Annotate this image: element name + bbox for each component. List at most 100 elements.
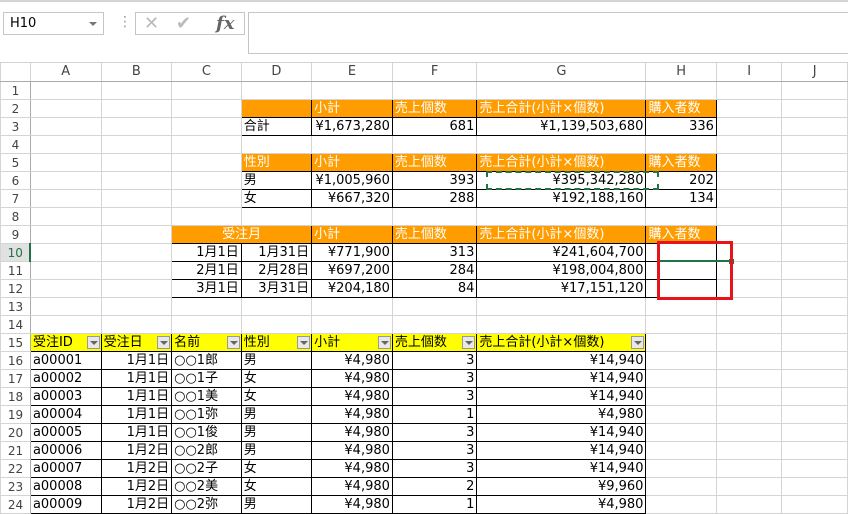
name-box[interactable]: H10: [3, 12, 104, 35]
cell-B5[interactable]: [100, 153, 173, 172]
cell-E10[interactable]: ¥771,900: [311, 243, 393, 262]
cell-E24[interactable]: ¥4,980: [311, 495, 393, 514]
cell-G7[interactable]: ¥192,188,160: [476, 189, 647, 208]
cell-I11[interactable]: [715, 261, 783, 280]
row-header-13[interactable]: 13: [0, 297, 31, 316]
cell-E8[interactable]: [311, 207, 393, 226]
row-header-8[interactable]: 8: [0, 207, 31, 226]
cell-E17[interactable]: ¥4,980: [311, 369, 393, 388]
cell-B12[interactable]: [100, 279, 173, 298]
cell-G12[interactable]: ¥17,151,120: [476, 279, 647, 298]
row-header-16[interactable]: 16: [0, 351, 31, 370]
cell-B4[interactable]: [100, 135, 173, 154]
cell-J20[interactable]: [781, 423, 848, 442]
cell-C4[interactable]: [171, 135, 242, 154]
cell-A24[interactable]: a00009: [29, 495, 102, 514]
cell-J15[interactable]: [781, 333, 848, 352]
cell-C15[interactable]: 名前: [171, 333, 242, 352]
column-header-B[interactable]: B: [100, 62, 173, 82]
cell-E3[interactable]: ¥1,673,280: [311, 117, 393, 136]
filter-dropdown-icon[interactable]: [226, 336, 240, 349]
cell-E5[interactable]: 小計: [311, 153, 393, 172]
cell-D21[interactable]: 男: [240, 441, 313, 460]
cell-F20[interactable]: 3: [391, 423, 478, 442]
chevron-down-icon[interactable]: [89, 22, 97, 26]
cell-D7[interactable]: 女: [240, 189, 313, 208]
cell-G5[interactable]: 売上合計(小計×個数): [476, 153, 647, 172]
cell-F11[interactable]: 284: [391, 261, 478, 280]
cell-C23[interactable]: ○○2美: [171, 477, 242, 496]
cell-I6[interactable]: [715, 171, 783, 190]
cell-I17[interactable]: [715, 369, 783, 388]
cell-C10[interactable]: 1月1日: [171, 243, 242, 262]
cell-A17[interactable]: a00002: [29, 369, 102, 388]
cell-G2[interactable]: 売上合計(小計×個数): [476, 99, 647, 118]
cell-H21[interactable]: [645, 441, 717, 460]
cell-C22[interactable]: ○○2子: [171, 459, 242, 478]
column-header-J[interactable]: J: [781, 62, 848, 82]
cell-F10[interactable]: 313: [391, 243, 478, 262]
cell-D15[interactable]: 性別: [240, 333, 313, 352]
cell-C9[interactable]: 受注月: [171, 225, 313, 244]
cell-C21[interactable]: ○○2郎: [171, 441, 242, 460]
cell-G16[interactable]: ¥14,940: [476, 351, 647, 370]
cell-C16[interactable]: ○○1郎: [171, 351, 242, 370]
cell-C3[interactable]: [171, 117, 242, 136]
cell-D4[interactable]: [240, 135, 313, 154]
cell-H19[interactable]: [645, 405, 717, 424]
cell-A10[interactable]: [29, 243, 102, 262]
cell-B3[interactable]: [100, 117, 173, 136]
cell-G8[interactable]: [476, 207, 647, 226]
cell-G19[interactable]: ¥4,980: [476, 405, 647, 424]
cell-B18[interactable]: 1月1日: [100, 387, 173, 406]
cell-D10[interactable]: 1月31日: [240, 243, 313, 262]
cell-I8[interactable]: [715, 207, 783, 226]
cell-H24[interactable]: [645, 495, 717, 514]
filter-dropdown-icon[interactable]: [297, 336, 311, 349]
row-header-9[interactable]: 9: [0, 225, 31, 244]
cell-H4[interactable]: [645, 135, 717, 154]
cell-G11[interactable]: ¥198,004,800: [476, 261, 647, 280]
cell-I1[interactable]: [715, 81, 783, 100]
cell-B17[interactable]: 1月1日: [100, 369, 173, 388]
cell-F4[interactable]: [391, 135, 478, 154]
cell-E7[interactable]: ¥667,320: [311, 189, 393, 208]
check-icon[interactable]: ✔: [176, 13, 192, 34]
cell-I5[interactable]: [715, 153, 783, 172]
cell-G10[interactable]: ¥241,604,700: [476, 243, 647, 262]
formula-input[interactable]: [248, 12, 848, 54]
cell-A12[interactable]: [29, 279, 102, 298]
cell-B1[interactable]: [100, 81, 173, 100]
row-header-1[interactable]: 1: [0, 81, 31, 100]
cell-I13[interactable]: [715, 297, 783, 316]
cell-B23[interactable]: 1月2日: [100, 477, 173, 496]
cell-A13[interactable]: [29, 297, 102, 316]
row-header-15[interactable]: 15: [0, 333, 31, 352]
filter-dropdown-icon[interactable]: [157, 336, 171, 349]
cell-J24[interactable]: [781, 495, 848, 514]
cell-I15[interactable]: [715, 333, 783, 352]
cell-H7[interactable]: 134: [645, 189, 717, 208]
cell-C12[interactable]: 3月1日: [171, 279, 242, 298]
cell-J10[interactable]: [781, 243, 848, 262]
cell-B8[interactable]: [100, 207, 173, 226]
row-header-24[interactable]: 24: [0, 495, 31, 514]
cell-H14[interactable]: [645, 315, 717, 334]
cell-E19[interactable]: ¥4,980: [311, 405, 393, 424]
cell-I23[interactable]: [715, 477, 783, 496]
filter-dropdown-icon[interactable]: [462, 336, 476, 349]
cell-A11[interactable]: [29, 261, 102, 280]
cell-G18[interactable]: ¥14,940: [476, 387, 647, 406]
cell-J13[interactable]: [781, 297, 848, 316]
cell-E9[interactable]: 小計: [311, 225, 393, 244]
row-header-4[interactable]: 4: [0, 135, 31, 154]
row-header-11[interactable]: 11: [0, 261, 31, 280]
cell-E16[interactable]: ¥4,980: [311, 351, 393, 370]
cell-F16[interactable]: 3: [391, 351, 478, 370]
cell-G3[interactable]: ¥1,139,503,680: [476, 117, 647, 136]
cell-C6[interactable]: [171, 171, 242, 190]
cell-B6[interactable]: [100, 171, 173, 190]
cell-J19[interactable]: [781, 405, 848, 424]
cell-A3[interactable]: [29, 117, 102, 136]
cell-H5[interactable]: 購入者数: [645, 153, 717, 172]
